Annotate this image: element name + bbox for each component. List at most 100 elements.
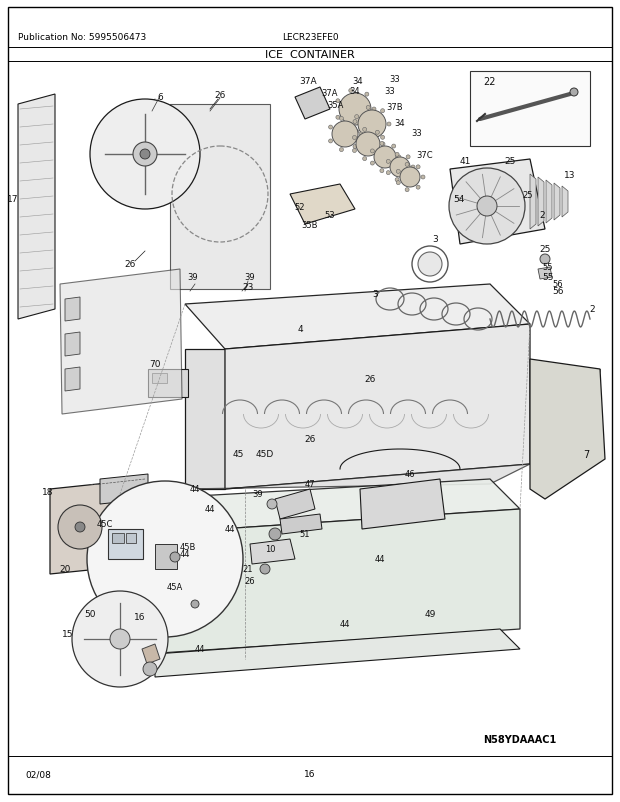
Text: 35A: 35A [327,100,343,109]
Text: 13: 13 [564,170,576,180]
Circle shape [392,167,396,171]
Circle shape [365,93,369,97]
Circle shape [349,89,353,93]
Circle shape [375,155,379,159]
Circle shape [396,181,401,185]
Polygon shape [450,160,545,245]
Text: 51: 51 [299,530,310,539]
Polygon shape [280,514,322,534]
Text: 3: 3 [372,290,378,299]
Text: 37A: 37A [299,78,317,87]
Text: 25: 25 [523,190,533,199]
Text: 6: 6 [157,92,163,101]
Text: 50: 50 [84,610,95,618]
Polygon shape [145,509,520,654]
Circle shape [353,136,356,140]
Circle shape [386,160,390,164]
Bar [112,533,124,543]
Polygon shape [60,269,182,415]
Circle shape [416,186,420,190]
Text: 52: 52 [294,203,305,213]
Polygon shape [554,184,560,221]
Bar [155,545,177,569]
Circle shape [358,111,386,139]
Text: 4: 4 [297,325,303,334]
Polygon shape [290,184,355,225]
Circle shape [143,662,157,676]
Polygon shape [538,178,544,227]
Text: 20: 20 [60,565,71,573]
Text: 70: 70 [149,360,161,369]
Circle shape [353,149,356,153]
Text: 39: 39 [253,490,264,499]
Text: 33: 33 [389,75,401,84]
Text: N58YDAAAC1: N58YDAAAC1 [484,734,557,744]
Polygon shape [65,298,80,322]
Text: 34: 34 [395,119,405,128]
Text: 46: 46 [405,470,415,479]
Text: ICE  CONTAINER: ICE CONTAINER [265,50,355,60]
Circle shape [477,196,497,217]
Text: 02/08: 02/08 [25,770,51,779]
Circle shape [363,128,366,132]
Polygon shape [100,475,148,504]
Polygon shape [120,494,145,654]
Circle shape [355,115,359,119]
Text: 44: 44 [340,620,350,629]
Text: 44: 44 [224,525,235,534]
Circle shape [400,168,420,188]
Circle shape [372,107,376,111]
Circle shape [421,176,425,180]
Polygon shape [225,325,530,489]
Circle shape [267,500,277,509]
Circle shape [336,116,340,120]
Text: 33: 33 [384,87,396,96]
Bar [470,72,590,147]
Text: 47: 47 [304,480,316,489]
Text: 21: 21 [243,565,253,573]
Circle shape [339,117,343,121]
Circle shape [381,136,384,140]
Circle shape [416,166,420,170]
Circle shape [370,162,374,166]
Circle shape [380,142,384,146]
Text: 45D: 45D [256,450,274,459]
Text: 17: 17 [7,195,19,205]
Polygon shape [18,95,55,320]
Polygon shape [275,489,315,520]
Polygon shape [530,359,605,500]
Text: 54: 54 [453,195,464,205]
Circle shape [260,565,270,574]
Circle shape [87,481,243,638]
Circle shape [332,122,358,148]
Circle shape [349,127,353,131]
Circle shape [395,153,399,157]
Text: 22: 22 [484,77,496,87]
Circle shape [392,145,396,149]
Polygon shape [562,187,568,217]
Circle shape [58,505,102,549]
Circle shape [405,163,409,167]
Text: 25: 25 [504,157,516,166]
Circle shape [339,94,371,126]
Text: 26: 26 [215,91,226,100]
Text: 37B: 37B [387,103,404,112]
Circle shape [366,107,370,111]
Polygon shape [538,268,552,280]
Text: 33: 33 [412,128,422,137]
Polygon shape [546,180,552,224]
Circle shape [336,99,340,103]
Circle shape [540,255,550,265]
Circle shape [363,157,366,161]
Text: 16: 16 [304,770,316,779]
Text: 26: 26 [365,375,376,384]
Circle shape [133,143,157,167]
Circle shape [381,110,384,114]
Text: 16: 16 [135,613,146,622]
Text: 41: 41 [459,157,471,166]
Polygon shape [155,630,520,677]
Text: 56: 56 [552,280,564,290]
Circle shape [375,131,379,135]
Text: 37A: 37A [322,88,339,97]
Circle shape [75,522,85,533]
